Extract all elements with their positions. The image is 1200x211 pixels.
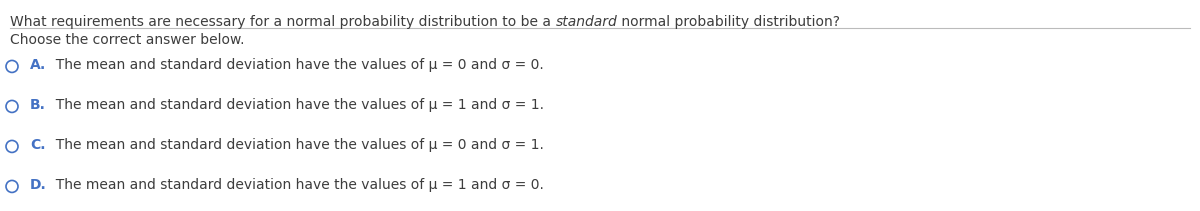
Text: The mean and standard deviation have the values of μ = 0 and σ = 1.: The mean and standard deviation have the… bbox=[47, 138, 544, 152]
Text: The mean and standard deviation have the values of μ = 1 and σ = 0.: The mean and standard deviation have the… bbox=[47, 178, 544, 192]
Text: A.: A. bbox=[30, 58, 47, 72]
Text: The mean and standard deviation have the values of μ = 0 and σ = 0.: The mean and standard deviation have the… bbox=[47, 58, 544, 72]
Text: standard: standard bbox=[556, 15, 617, 29]
Text: The mean and standard deviation have the values of μ = 1 and σ = 1.: The mean and standard deviation have the… bbox=[47, 98, 544, 112]
Text: Choose the correct answer below.: Choose the correct answer below. bbox=[10, 33, 245, 47]
Text: B.: B. bbox=[30, 98, 46, 112]
Text: What requirements are necessary for a normal probability distribution to be a: What requirements are necessary for a no… bbox=[10, 15, 556, 29]
Text: C.: C. bbox=[30, 138, 46, 152]
Text: normal probability distribution?: normal probability distribution? bbox=[617, 15, 840, 29]
Text: D.: D. bbox=[30, 178, 47, 192]
